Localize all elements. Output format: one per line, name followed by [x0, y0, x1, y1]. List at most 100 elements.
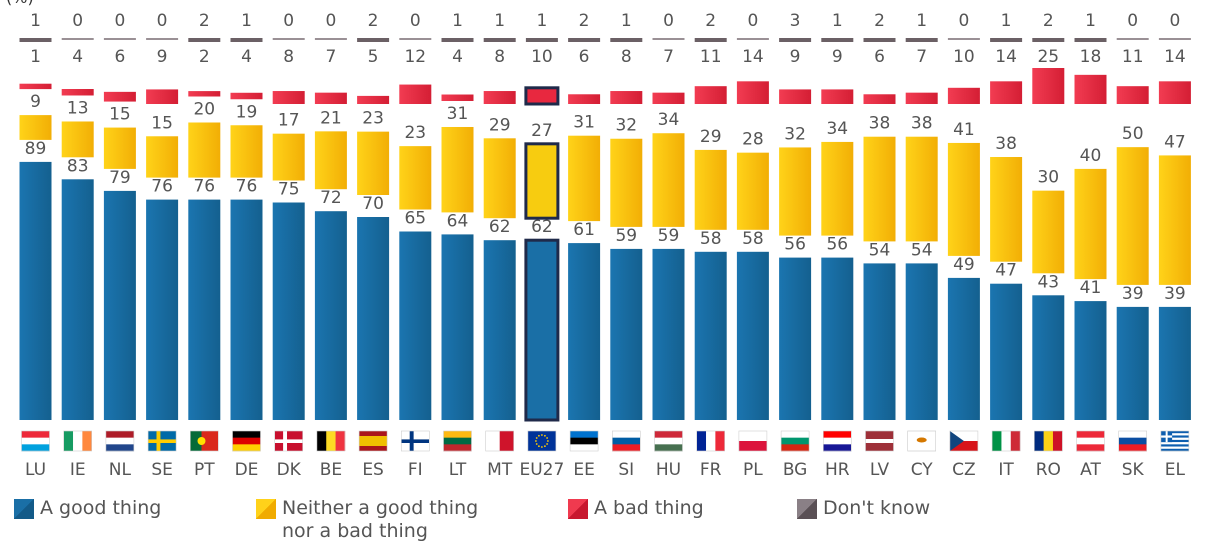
- bar-neither-fr: [694, 149, 727, 230]
- bar-group-sk[interactable]: 39 50 11 0 SK: [1116, 11, 1149, 480]
- bar-group-ro[interactable]: 43 30 25 2 RO: [1032, 11, 1065, 480]
- flag-se-icon: [147, 430, 177, 452]
- bar-bad-cy: [905, 92, 938, 104]
- category-label-el: EL: [1165, 460, 1186, 480]
- bar-bad-lu: [19, 83, 52, 90]
- legend-swatch-good: [14, 499, 34, 519]
- category-label-ee: EE: [573, 460, 594, 480]
- bar-group-si[interactable]: 59 32 8 1 SI: [610, 11, 643, 480]
- bar-dontknow-it: [990, 38, 1023, 42]
- bar-bad-ee: [568, 94, 601, 104]
- bar-good-lu: [19, 161, 52, 420]
- legend-swatch-bad: [568, 499, 588, 519]
- bar-neither-eu27: [524, 142, 560, 220]
- stacked-bar-chart: 89911LU831340IE791560NL761590SE762022PT7…: [19, 11, 1191, 480]
- bar-group-ee[interactable]: 61 31 6 2 EE: [568, 11, 601, 480]
- label-dontknow-se: 0: [157, 11, 168, 31]
- bar-bad-sk: [1116, 86, 1149, 104]
- bar-neither-it: [990, 157, 1023, 262]
- bar-dontknow-lt: [441, 38, 474, 42]
- label-bad-ee: 6: [579, 47, 590, 67]
- bar-neither-hr: [821, 141, 854, 236]
- bar-dontknow-lu: [19, 38, 52, 42]
- label-bad-cz: 10: [953, 47, 975, 67]
- label-good-at: 41: [1080, 278, 1102, 298]
- bar-dontknow-bg: [779, 38, 812, 42]
- bar-group-de[interactable]: 76 19 4 1 DE: [230, 11, 263, 480]
- bar-neither-lu: [19, 115, 52, 140]
- bar-group-lu[interactable]: 89 9 1 1 LU: [19, 11, 52, 480]
- bar-group-cz[interactable]: 49 41 10 0 CZ: [947, 11, 980, 480]
- bar-group-fi[interactable]: 65 23 12 0 FI: [399, 11, 432, 480]
- category-label-se: SE: [151, 460, 173, 480]
- flag-lu-icon: [21, 430, 50, 452]
- legend-item-bad[interactable]: A bad thing: [568, 497, 704, 520]
- bar-neither-lt: [441, 126, 474, 213]
- bar-group-it[interactable]: 47 38 14 1 IT: [990, 11, 1023, 480]
- bar-group-cy[interactable]: 54 38 7 1 CY: [905, 11, 938, 480]
- bar-group-pl[interactable]: 58 28 14 0 PL: [736, 11, 769, 480]
- bar-neither-fi: [399, 146, 432, 210]
- bar-group-fr[interactable]: 58 29 11 2 FR: [694, 11, 727, 480]
- legend-item-good[interactable]: A good thing: [14, 497, 161, 520]
- bar-good-bg: [779, 257, 812, 420]
- bar-group-lv[interactable]: 54 38 6 2 LV: [863, 11, 896, 480]
- label-dontknow-ie: 0: [72, 11, 83, 31]
- bar-neither-be: [314, 131, 347, 190]
- label-neither-ie: 13: [67, 98, 89, 118]
- label-neither-fi: 23: [404, 123, 426, 143]
- legend-swatch-dont-know: [797, 499, 817, 519]
- category-label-fi: FI: [408, 460, 423, 480]
- category-label-it: IT: [998, 460, 1014, 480]
- label-bad-hr: 9: [832, 47, 843, 67]
- bar-good-lv: [863, 263, 896, 420]
- category-label-si: SI: [618, 460, 634, 480]
- flag-at-icon: [1076, 430, 1105, 452]
- label-good-se: 76: [151, 177, 173, 197]
- bar-group-dk[interactable]: 75 17 8 0 DK: [272, 11, 305, 480]
- bar-group-eu27[interactable]: 62 27 10 1 EU27: [519, 11, 564, 480]
- bar-group-es[interactable]: 70 23 5 2 ES: [357, 11, 390, 480]
- label-dontknow-pt: 2: [199, 11, 210, 31]
- category-label-es: ES: [362, 460, 384, 480]
- category-label-lu: LU: [25, 460, 46, 480]
- bar-good-fi: [399, 231, 432, 420]
- label-neither-es: 23: [362, 109, 384, 129]
- bar-good-es: [357, 217, 390, 420]
- label-dontknow-bg: 3: [790, 11, 801, 31]
- flag-lv-icon: [865, 430, 894, 452]
- bar-group-bg[interactable]: 56 32 9 3 BG: [779, 11, 812, 480]
- bar-group-lt[interactable]: 64 31 4 1 LT: [441, 11, 474, 480]
- bar-neither-mt: [483, 138, 516, 219]
- bar-group-be[interactable]: 72 21 7 0 BE: [314, 11, 347, 480]
- bar-group-el[interactable]: 39 47 14 0 EL: [1158, 11, 1191, 480]
- bar-group-mt[interactable]: 62 29 8 1 MT: [483, 11, 516, 480]
- label-good-cy: 54: [911, 240, 933, 260]
- bar-group-nl[interactable]: 79 15 6 0 NL: [103, 11, 136, 480]
- bar-group-at[interactable]: 41 40 18 1 AT: [1074, 11, 1107, 480]
- bar-group-pt[interactable]: 76 20 2 2 PT: [188, 11, 221, 480]
- label-good-ee: 61: [573, 220, 595, 240]
- bar-group-ie[interactable]: 83 13 4 0 IE: [61, 11, 94, 480]
- flag-de-icon: [232, 430, 261, 452]
- label-good-nl: 79: [109, 168, 131, 188]
- label-neither-hu: 34: [658, 110, 680, 130]
- legend-item-dont-know[interactable]: Don't know: [797, 497, 930, 520]
- legend-item-neither[interactable]: Neither a good thing nor a bad thing: [256, 497, 478, 543]
- bar-group-se[interactable]: 76 15 9 0 SE: [146, 11, 179, 480]
- label-bad-fi: 12: [404, 47, 426, 67]
- label-neither-lt: 31: [447, 104, 469, 124]
- bar-group-hr[interactable]: 56 34 9 1 HR: [821, 11, 854, 480]
- bar-neither-cz: [947, 142, 980, 256]
- bar-neither-ee: [568, 135, 601, 222]
- label-good-fr: 58: [700, 229, 722, 249]
- label-neither-be: 21: [320, 108, 342, 128]
- bar-bad-eu27: [524, 86, 560, 106]
- label-dontknow-ee: 2: [579, 11, 590, 31]
- category-label-lv: LV: [870, 460, 890, 480]
- flag-nl-icon: [105, 430, 135, 452]
- flag-eu27-icon: [527, 430, 557, 452]
- bar-group-hu[interactable]: 59 34 7 0 HU: [652, 11, 685, 480]
- flag-fr-icon: [696, 430, 726, 452]
- label-neither-cz: 41: [953, 120, 975, 140]
